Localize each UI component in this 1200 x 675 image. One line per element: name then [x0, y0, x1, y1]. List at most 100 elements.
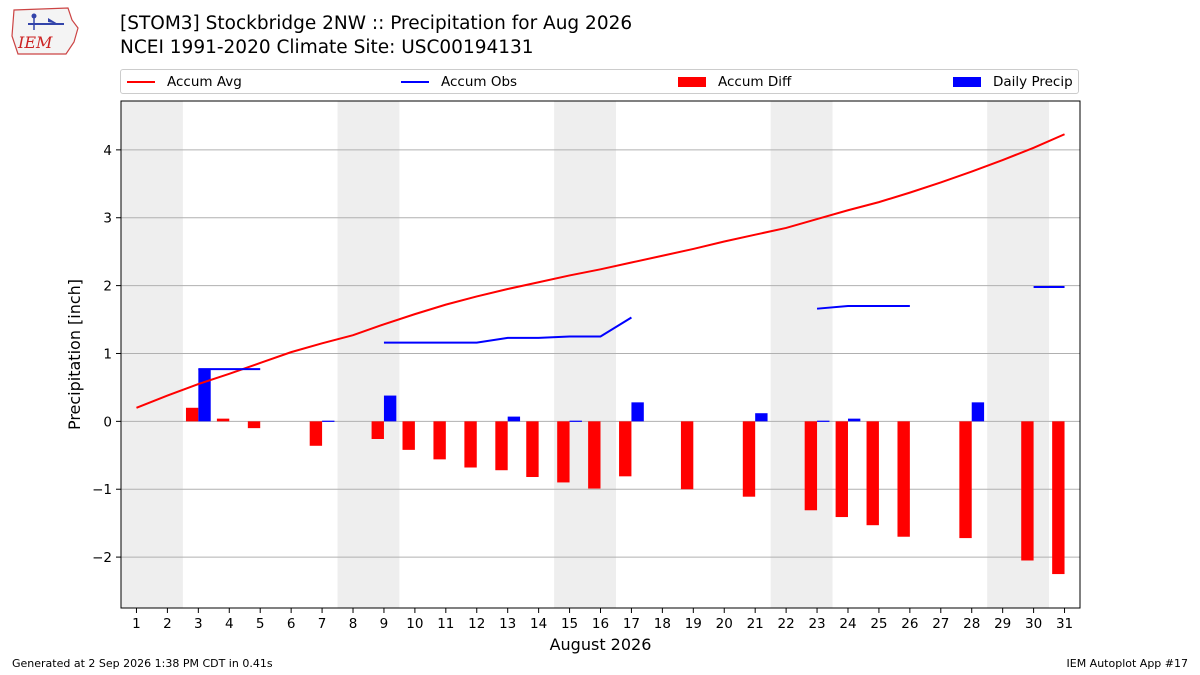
- x-tick-label: 22: [778, 616, 795, 632]
- x-tick-label: 30: [1025, 616, 1042, 632]
- accum-diff-bar: [309, 421, 323, 446]
- x-tick-label: 14: [530, 616, 547, 632]
- legend-item-daily-precip: Daily Precip: [953, 73, 1073, 91]
- x-tick-label: 9: [380, 616, 389, 632]
- iem-logo: IEM: [8, 6, 80, 58]
- daily-precip-bar: [322, 420, 335, 422]
- y-tick-label: −1: [92, 482, 112, 498]
- x-tick-label: 1: [132, 616, 141, 632]
- x-tick-label: 3: [194, 616, 203, 632]
- daily-precip-bar: [971, 402, 985, 422]
- x-tick-label: 13: [499, 616, 516, 632]
- legend-swatch-accum-obs: [401, 81, 429, 83]
- x-tick-label: 8: [349, 616, 358, 632]
- accum-diff-bar: [185, 407, 199, 422]
- x-tick-label: 4: [225, 616, 234, 632]
- legend-label-accum-obs: Accum Obs: [441, 74, 518, 90]
- x-tick-label: 18: [654, 616, 671, 632]
- x-tick-label: 31: [1056, 616, 1073, 632]
- legend-item-accum-diff: Accum Diff: [678, 73, 791, 91]
- x-tick-label: 10: [406, 616, 423, 632]
- accum-obs-line: [816, 304, 910, 310]
- legend-swatch-daily-precip: [953, 77, 981, 87]
- x-tick-label: 7: [318, 616, 327, 632]
- accum-diff-bar: [247, 421, 261, 429]
- x-tick-label: 12: [468, 616, 485, 632]
- app-credit: IEM Autoplot App #17: [1066, 657, 1189, 670]
- x-axis-label: August 2026: [550, 635, 652, 654]
- daily-precip-bar: [817, 420, 830, 422]
- daily-precip-bar: [507, 416, 521, 422]
- x-tick-label: 21: [747, 616, 764, 632]
- chart-title: [STOM3] Stockbridge 2NW :: Precipitation…: [120, 12, 632, 60]
- accum-diff-bar: [433, 421, 446, 460]
- daily-precip-bar: [847, 418, 861, 422]
- x-tick-label: 16: [592, 616, 609, 632]
- accum-diff-bar: [959, 421, 972, 539]
- legend-label-daily-precip: Daily Precip: [993, 74, 1073, 90]
- accum-diff-bar: [1021, 421, 1034, 561]
- daily-precip-bar: [631, 402, 644, 422]
- accum-diff-bar: [742, 421, 756, 497]
- accum-diff-bar: [804, 421, 818, 511]
- weekend-band: [121, 101, 183, 608]
- weekend-band: [337, 101, 400, 608]
- accum-diff-bar: [464, 421, 477, 468]
- y-tick-label: 4: [103, 143, 112, 159]
- x-tick-label: 25: [870, 616, 887, 632]
- title-line-1: [STOM3] Stockbridge 2NW :: Precipitation…: [120, 13, 633, 34]
- y-tick-label: 2: [103, 279, 112, 295]
- daily-precip-bar: [198, 369, 211, 422]
- accum-diff-bar: [495, 421, 508, 471]
- accum-diff-bar: [557, 421, 570, 483]
- legend-swatch-accum-diff: [678, 77, 706, 87]
- accum-diff-bar: [402, 421, 415, 450]
- title-line-2: NCEI 1991-2020 Climate Site: USC00194131: [120, 37, 534, 58]
- x-tick-label: 29: [994, 616, 1011, 632]
- accum-diff-bar: [371, 421, 384, 439]
- accum-diff-bar: [866, 421, 879, 526]
- accum-obs-line: [383, 316, 632, 344]
- legend-label-accum-avg: Accum Avg: [167, 74, 242, 90]
- daily-precip-bar: [569, 420, 582, 422]
- x-tick-label: 5: [256, 616, 265, 632]
- x-tick-label: 17: [623, 616, 640, 632]
- accum-diff-bar: [619, 421, 632, 477]
- x-tick-label: 23: [808, 616, 825, 632]
- legend: Accum Avg Accum Obs Accum Diff Daily Pre…: [120, 69, 1079, 94]
- accum-diff-bar: [835, 421, 848, 518]
- legend-label-accum-diff: Accum Diff: [718, 74, 792, 90]
- y-tick-label: 1: [103, 346, 112, 362]
- y-axis-label: Precipitation [inch]: [65, 279, 84, 430]
- x-tick-label: 15: [561, 616, 578, 632]
- weekend-band: [554, 101, 616, 608]
- accum-diff-bar: [588, 421, 601, 489]
- weekend-band: [770, 101, 833, 608]
- x-tick-label: 6: [287, 616, 296, 632]
- accum-diff-bar: [897, 421, 910, 537]
- weekend-band: [987, 101, 1050, 608]
- x-tick-label: 26: [901, 616, 918, 632]
- x-tick-label: 2: [163, 616, 172, 632]
- x-tick-label: 28: [963, 616, 980, 632]
- x-tick-label: 19: [685, 616, 702, 632]
- legend-swatch-accum-avg: [127, 81, 155, 83]
- legend-item-accum-avg: Accum Avg: [127, 73, 242, 91]
- accum-avg-line: [136, 133, 1065, 409]
- y-tick-label: 3: [103, 211, 112, 227]
- x-tick-label: 20: [716, 616, 733, 632]
- x-tick-label: 11: [437, 616, 454, 632]
- y-tick-label: −2: [92, 550, 112, 566]
- accum-diff-bar: [680, 421, 694, 490]
- x-tick-label: 24: [839, 616, 856, 632]
- y-tick-label: 0: [103, 414, 112, 430]
- accum-diff-bar: [216, 418, 230, 422]
- daily-precip-bar: [755, 413, 768, 422]
- accum-diff-bar: [526, 421, 539, 478]
- generated-timestamp: Generated at 2 Sep 2026 1:38 PM CDT in 0…: [12, 657, 273, 670]
- accum-diff-bar: [1052, 421, 1065, 575]
- legend-item-accum-obs: Accum Obs: [401, 73, 517, 91]
- svg-text:IEM: IEM: [17, 33, 53, 52]
- daily-precip-bar: [383, 395, 397, 422]
